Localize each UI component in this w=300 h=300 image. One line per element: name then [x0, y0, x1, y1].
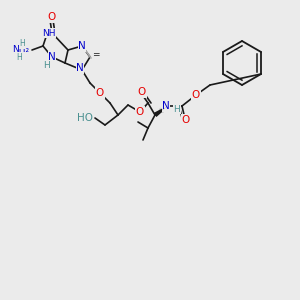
Text: HO: HO [77, 113, 93, 123]
Text: H: H [19, 40, 25, 49]
Polygon shape [154, 106, 168, 117]
Text: O: O [192, 90, 200, 100]
Text: NH₂: NH₂ [12, 46, 29, 55]
Text: O: O [138, 87, 146, 97]
Text: N: N [162, 101, 170, 111]
Text: O: O [96, 88, 104, 98]
Text: =: = [92, 50, 100, 59]
Text: O: O [182, 115, 190, 125]
Text: NH: NH [42, 28, 56, 38]
Text: H: H [16, 53, 22, 62]
Text: N: N [48, 52, 56, 62]
Text: N: N [76, 63, 84, 73]
Text: H: H [174, 104, 180, 113]
Text: H: H [44, 61, 50, 70]
Text: O: O [136, 107, 144, 117]
Text: N: N [78, 41, 86, 51]
Text: O: O [47, 12, 55, 22]
